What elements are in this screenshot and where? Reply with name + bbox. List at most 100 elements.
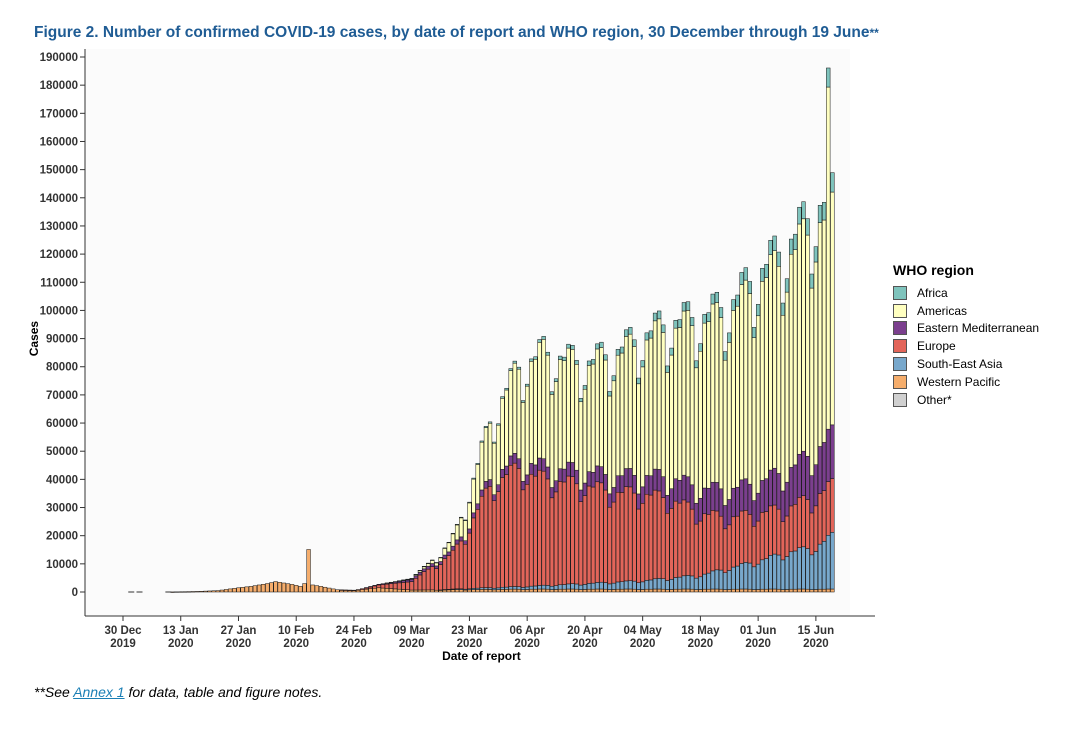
bar-south-east-asia: [735, 565, 740, 590]
bar-europe: [830, 478, 835, 533]
bar-africa: [459, 516, 464, 519]
bar-africa: [751, 327, 757, 338]
bar-africa: [417, 570, 423, 572]
bar-africa: [619, 346, 625, 354]
bar-western-pacific: [211, 590, 216, 593]
y-tick-label: 110000: [40, 277, 78, 289]
bar-americas: [628, 333, 633, 469]
bar-europe: [582, 495, 588, 585]
annex-link[interactable]: Annex 1: [73, 684, 125, 700]
bar-americas: [784, 291, 790, 483]
bar-europe: [417, 574, 423, 591]
y-tick-label: 120000: [40, 249, 78, 261]
bar-americas: [566, 347, 571, 463]
bar-americas: [483, 427, 489, 482]
bar-europe: [710, 510, 715, 572]
bar-eastern-mediterranean: [520, 481, 526, 491]
bar-western-pacific: [735, 588, 740, 593]
bar-eastern-mediterranean: [578, 489, 583, 502]
bar-africa: [652, 312, 658, 322]
bar-western-pacific: [298, 586, 303, 593]
bar-europe: [619, 492, 625, 582]
bar-americas: [487, 423, 493, 480]
bar-eastern-mediterranean: [607, 493, 612, 508]
bar-europe: [673, 500, 678, 578]
bar-americas: [768, 254, 773, 471]
bar-south-east-asia: [574, 583, 579, 590]
bar-africa: [644, 332, 649, 341]
bar-africa: [694, 360, 699, 369]
bar-south-east-asia: [628, 580, 633, 590]
bar-europe: [611, 501, 616, 584]
bar-south-east-asia: [644, 580, 649, 590]
bar-africa: [582, 385, 588, 390]
bar-south-east-asia: [553, 585, 559, 590]
bar-western-pacific: [768, 588, 773, 593]
legend-swatch: [893, 357, 907, 372]
bar-eastern-mediterranean: [756, 492, 761, 522]
bar-europe: [541, 470, 546, 586]
bar-americas: [607, 395, 612, 495]
bar-europe: [764, 511, 769, 559]
x-tick-label: 27 Jan: [221, 625, 257, 637]
bar-africa: [747, 281, 752, 294]
bar-europe: [355, 589, 361, 591]
bar-africa: [409, 578, 414, 580]
bar-eastern-mediterranean: [764, 478, 769, 512]
bar-africa: [397, 580, 402, 582]
bar-europe: [570, 476, 575, 584]
bar-western-pacific: [487, 589, 493, 593]
bar-western-pacific: [809, 589, 814, 593]
bar-africa: [496, 423, 501, 426]
bar-europe: [347, 589, 352, 591]
bar-africa: [450, 533, 456, 535]
bar-americas: [450, 533, 456, 547]
bar-eastern-mediterranean: [793, 464, 798, 505]
x-tick-label: 24 Feb: [336, 625, 372, 637]
bar-americas: [723, 359, 728, 506]
bar-western-pacific: [718, 588, 724, 593]
bar-europe: [450, 549, 456, 590]
bar-africa: [500, 396, 505, 399]
bar-americas: [467, 502, 472, 530]
bar-western-pacific: [640, 589, 645, 593]
bar-europe: [591, 486, 596, 584]
bar-eastern-mediterranean: [751, 500, 757, 527]
bar-western-pacific: [665, 589, 670, 593]
bar-africa: [426, 562, 431, 564]
bar-africa: [706, 312, 711, 322]
bar-africa: [628, 327, 633, 335]
bar-americas: [797, 223, 802, 455]
bar-europe: [789, 505, 794, 553]
bar-western-pacific: [776, 588, 781, 593]
bar-western-pacific: [632, 588, 637, 593]
bar-eastern-mediterranean: [657, 469, 662, 492]
bar-western-pacific: [314, 585, 319, 593]
bar-eastern-mediterranean: [677, 480, 682, 504]
bar-western-pacific: [372, 587, 377, 593]
bar-western-pacific: [459, 589, 464, 593]
bar-south-east-asia: [751, 566, 757, 590]
bar-south-east-asia: [797, 547, 802, 590]
bar-western-pacific: [702, 588, 707, 593]
bar-americas: [747, 293, 752, 485]
bar-eastern-mediterranean: [735, 486, 740, 517]
bar-south-east-asia: [508, 586, 513, 590]
bar-europe: [500, 477, 505, 588]
bar-americas: [669, 354, 674, 489]
bar-americas: [459, 517, 464, 538]
bar-eastern-mediterranean: [541, 458, 546, 472]
bar-europe: [372, 585, 377, 589]
bar-eastern-mediterranean: [558, 468, 563, 482]
bar-south-east-asia: [813, 551, 818, 590]
bar-south-east-asia: [652, 578, 658, 590]
bar-africa: [405, 578, 410, 581]
bar-europe: [426, 568, 431, 591]
bar-europe: [747, 514, 752, 564]
x-tick-label: 15 Jun: [798, 625, 834, 637]
bar-europe: [681, 499, 687, 577]
bar-eastern-mediterranean: [591, 472, 596, 488]
bar-europe: [376, 584, 381, 589]
bar-europe: [793, 504, 798, 552]
x-axis-label: Date of report: [442, 649, 521, 663]
